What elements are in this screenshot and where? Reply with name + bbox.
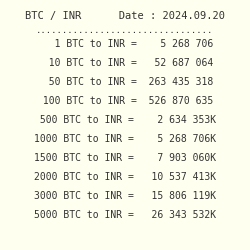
Text: 1500 BTC to INR =    7 903 060K: 1500 BTC to INR = 7 903 060K [34, 153, 216, 163]
Text: BTC / INR      Date : 2024.09.20: BTC / INR Date : 2024.09.20 [25, 11, 225, 21]
Text: 5000 BTC to INR =   26 343 532K: 5000 BTC to INR = 26 343 532K [34, 210, 216, 220]
Text: 3000 BTC to INR =   15 806 119K: 3000 BTC to INR = 15 806 119K [34, 191, 216, 201]
Text: 1000 BTC to INR =    5 268 706K: 1000 BTC to INR = 5 268 706K [34, 134, 216, 144]
Text: 500 BTC to INR =    2 634 353K: 500 BTC to INR = 2 634 353K [34, 115, 216, 125]
Text: 2000 BTC to INR =   10 537 413K: 2000 BTC to INR = 10 537 413K [34, 172, 216, 182]
Text: 10 BTC to INR =   52 687 064: 10 BTC to INR = 52 687 064 [37, 58, 213, 68]
Text: 1 BTC to INR =    5 268 706: 1 BTC to INR = 5 268 706 [37, 39, 213, 49]
Text: 50 BTC to INR =  263 435 318: 50 BTC to INR = 263 435 318 [37, 77, 213, 87]
Text: .................................: ................................. [36, 26, 214, 35]
Text: 100 BTC to INR =  526 870 635: 100 BTC to INR = 526 870 635 [37, 96, 213, 106]
